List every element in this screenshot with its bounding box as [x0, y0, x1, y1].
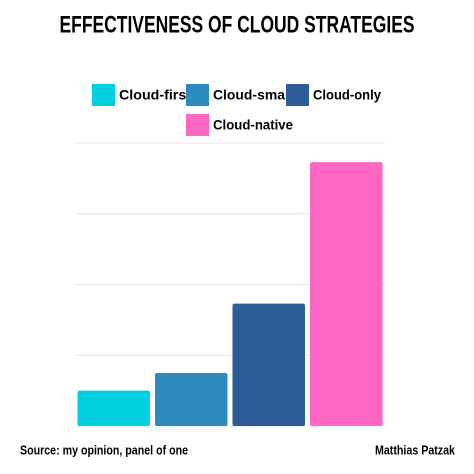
legend-swatch: [186, 84, 209, 106]
bar: [77, 390, 150, 426]
chart-title: EFFECTIVENESS OF CLOUD STRATEGIES: [60, 11, 415, 38]
legend-swatch: [92, 84, 115, 106]
legend-label: Cloud-smart: [213, 87, 295, 103]
legend-swatch: [286, 84, 309, 106]
bar: [155, 372, 228, 426]
legend-label: Cloud-only: [313, 87, 381, 103]
bar: [232, 303, 305, 426]
legend-label: Cloud-first: [119, 87, 191, 103]
legend-label: Cloud-native: [213, 117, 293, 133]
legend-swatch: [186, 114, 209, 136]
bar: [310, 162, 383, 427]
author-note: Matthias Patzak: [375, 442, 456, 457]
source-note: Source: my opinion, panel of one: [20, 442, 188, 457]
